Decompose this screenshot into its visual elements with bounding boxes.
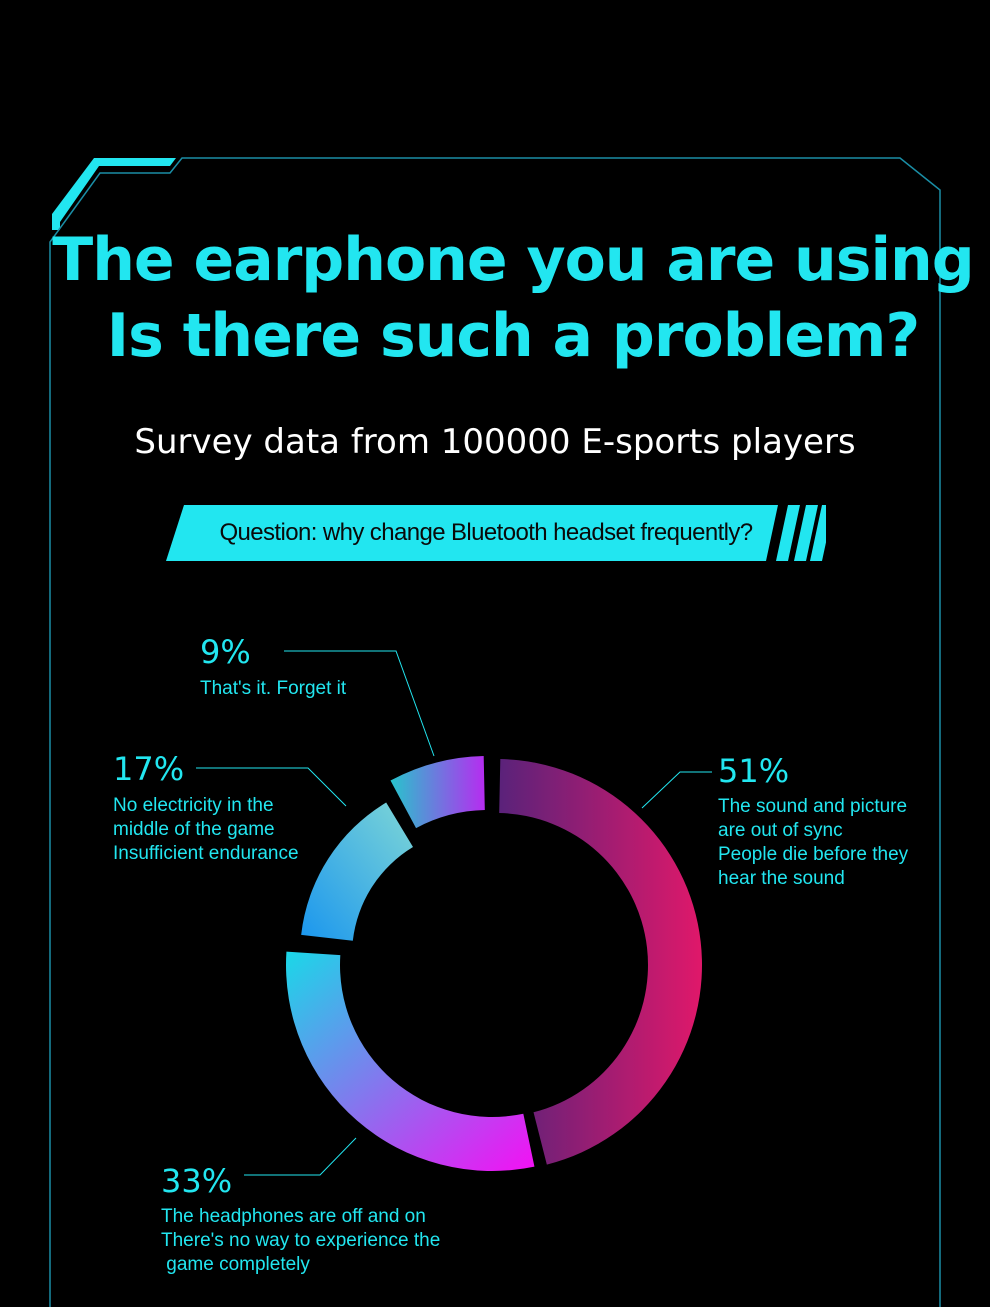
donut-slice-9 xyxy=(390,756,485,829)
slice-9-percent: 9% xyxy=(200,633,251,671)
desc-line: That's it. Forget it xyxy=(200,678,347,699)
desc-line: There's no way to experience the xyxy=(161,1230,441,1251)
slice-33-percent: 33% xyxy=(161,1162,233,1200)
leader-line-9 xyxy=(284,650,435,757)
question-banner xyxy=(166,505,826,561)
survey-subtitle: Survey data from 100000 E-sports players xyxy=(134,422,856,462)
donut-slice-17 xyxy=(301,802,414,941)
donut-slice-51 xyxy=(499,759,703,1165)
frame-corner-accent xyxy=(52,158,176,230)
desc-line: game completely xyxy=(161,1254,310,1275)
slice-51-description: The sound and picture are out of sync Pe… xyxy=(718,795,908,891)
slice-9-description: That's it. Forget it xyxy=(200,677,346,701)
page-title-line-1: The earphone you are using xyxy=(52,225,974,295)
banner-slash-3 xyxy=(810,505,826,561)
question-banner-shape xyxy=(166,505,778,561)
slice-17-percent: 17% xyxy=(113,750,185,788)
desc-line: The headphones are off and on xyxy=(161,1206,426,1227)
desc-line: are out of sync xyxy=(718,820,843,841)
leader-line-51 xyxy=(641,771,712,809)
desc-line: Insufficient endurance xyxy=(113,843,299,864)
leader-line-17 xyxy=(196,767,347,807)
desc-line: middle of the game xyxy=(113,819,275,840)
donut-slice-33 xyxy=(285,951,535,1172)
donut-slices xyxy=(285,756,703,1172)
page-title-line-2: Is there such a problem? xyxy=(106,301,920,371)
desc-line: People die before they xyxy=(718,844,909,865)
slice-17-description: No electricity in the middle of the game… xyxy=(113,794,299,866)
banner-slash-1 xyxy=(776,505,800,561)
slice-51-percent: 51% xyxy=(718,752,790,790)
question-text: Question: why change Bluetooth headset f… xyxy=(219,519,753,546)
desc-line: hear the sound xyxy=(718,868,845,889)
desc-line: The sound and picture xyxy=(718,796,908,817)
frame-outline-left xyxy=(49,157,941,1307)
banner-slash-2 xyxy=(794,505,818,561)
desc-line: No electricity in the xyxy=(113,795,274,816)
slice-33-description: The headphones are off and on There's no… xyxy=(161,1205,440,1277)
leader-line-33 xyxy=(244,1137,357,1176)
